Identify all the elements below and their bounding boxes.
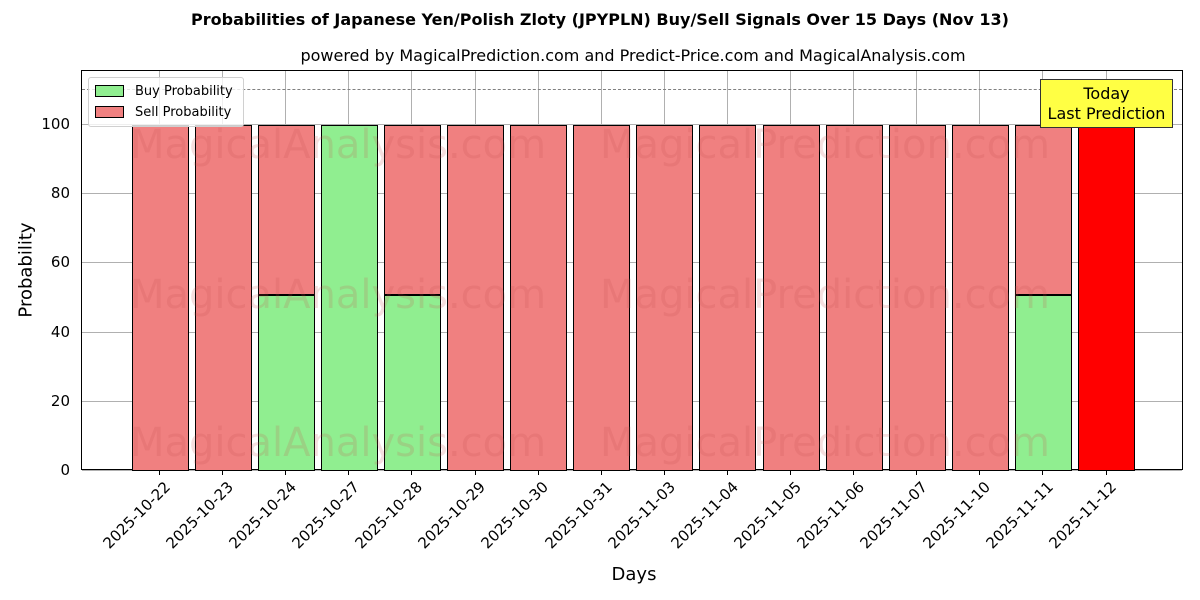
plot-area (81, 70, 1183, 471)
buy-swatch-icon (95, 85, 124, 97)
bar-today (1078, 125, 1135, 471)
bar-sell (257, 125, 315, 295)
grid-line-h (82, 331, 1182, 333)
x-tick-label: 2025-10-28 (351, 478, 427, 553)
x-tick-label: 2025-11-05 (730, 478, 805, 553)
x-tick-label: 2025-10-24 (225, 478, 300, 553)
bar-sell (888, 125, 946, 471)
annotation-line-2: Last Prediction (1047, 104, 1166, 123)
x-tick-mark (411, 470, 413, 475)
x-tick-mark (159, 470, 160, 475)
bar-sell (636, 125, 694, 471)
y-tick-label: 60 (50, 253, 70, 272)
bar-sell (951, 125, 1009, 471)
x-tick-label: 2025-11-12 (1045, 478, 1121, 553)
legend-label-buy: Buy Probability (135, 83, 233, 99)
x-tick-label: 2025-10-31 (541, 478, 616, 553)
x-tick-mark (222, 470, 224, 475)
bar-sell (1014, 125, 1072, 295)
bar-sell (194, 125, 252, 471)
x-tick-mark (1105, 470, 1107, 475)
x-tick-mark (537, 470, 539, 475)
bar-buy (320, 125, 378, 471)
x-tick-mark (474, 470, 476, 475)
grid-line-h (82, 262, 1182, 264)
legend-item-buy: Buy Probability (95, 83, 233, 99)
bar-sell (699, 125, 757, 471)
x-tick-label: 2025-11-11 (982, 478, 1058, 553)
bar-sell (447, 125, 504, 471)
grid-line-h (82, 193, 1182, 195)
bar-sell (762, 125, 820, 471)
bar-sell (510, 125, 568, 471)
grid-line-h (82, 124, 1182, 125)
grid-line-h (82, 470, 1182, 471)
x-tick-mark (1042, 470, 1044, 475)
reference-line (82, 89, 1182, 91)
x-tick-mark (600, 470, 602, 475)
x-tick-label: 2025-11-06 (793, 478, 868, 553)
x-tick-mark (979, 470, 981, 475)
bar-buy (383, 294, 441, 471)
grid-line-h (82, 400, 1182, 402)
y-tick-label: 40 (50, 322, 70, 341)
y-tick-label: 100 (41, 115, 70, 133)
y-tick-label: 80 (50, 184, 70, 203)
x-tick-label: 2025-11-07 (856, 478, 931, 553)
x-tick-mark (663, 470, 665, 475)
y-tick-label: 0 (60, 461, 70, 479)
x-tick-mark (790, 470, 791, 475)
today-annotation: Today Last Prediction (1040, 79, 1173, 128)
legend-label-sell: Sell Probability (135, 104, 232, 120)
x-axis-label: Days (611, 564, 657, 585)
x-tick-label: 2025-10-23 (162, 478, 237, 553)
bar-sell (131, 125, 189, 471)
annotation-line-1: Today (1083, 84, 1130, 103)
x-tick-label: 2025-10-27 (288, 478, 364, 553)
x-tick-mark (348, 470, 350, 475)
bar-sell (825, 125, 883, 471)
bar-buy (257, 294, 315, 471)
x-tick-label: 2025-10-30 (477, 478, 553, 553)
x-tick-label: 2025-10-29 (414, 478, 490, 553)
x-tick-mark (853, 470, 855, 475)
x-tick-label: 2025-10-22 (99, 478, 174, 553)
x-tick-label: 2025-11-10 (919, 478, 995, 553)
x-tick-mark (916, 470, 918, 475)
legend-item-sell: Sell Probability (95, 104, 231, 120)
x-tick-mark (285, 470, 287, 475)
legend: Buy Probability Sell Probability (88, 77, 244, 127)
y-axis-label: Probability (15, 222, 37, 318)
chart-title: Probabilities of Japanese Yen/Polish Zlo… (191, 10, 1009, 29)
bar-buy (1014, 294, 1072, 471)
bar-sell (573, 125, 631, 471)
sell-swatch-icon (95, 106, 124, 118)
chart-subtitle: powered by MagicalPrediction.com and Pre… (300, 46, 966, 65)
y-tick-label: 20 (50, 391, 70, 410)
bar-sell (383, 125, 441, 295)
x-tick-mark (726, 470, 728, 475)
x-tick-label: 2025-11-04 (667, 478, 742, 553)
